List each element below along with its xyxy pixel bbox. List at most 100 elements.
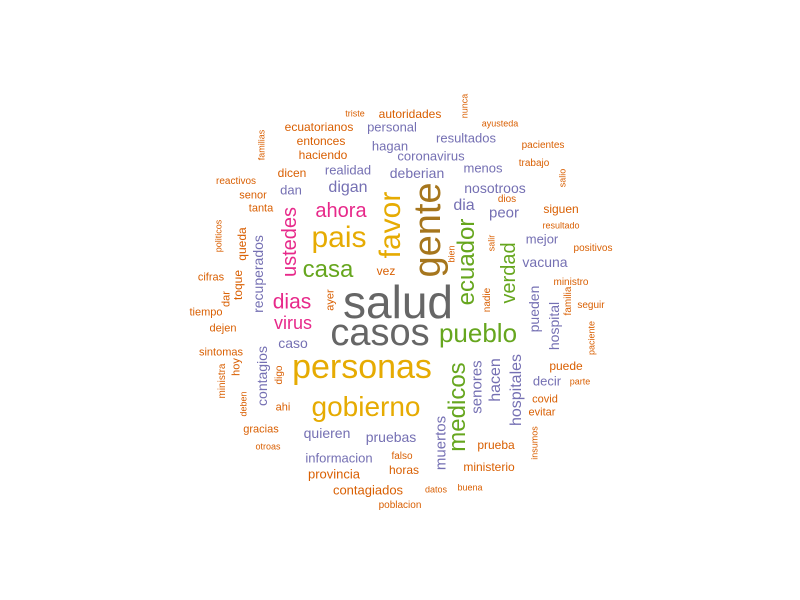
cloud-word-pueden: pueden: [526, 285, 542, 333]
cloud-word-hospital: hospital: [546, 301, 562, 351]
cloud-word-hacen: hacen: [487, 358, 504, 402]
cloud-word-nosotroos: nosotroos: [464, 180, 526, 196]
cloud-word-evitar: evitar: [528, 406, 556, 419]
cloud-word-reactivos: reactivos: [215, 176, 257, 187]
cloud-word-entonces: entonces: [296, 134, 346, 148]
cloud-word-salir: salir: [486, 234, 497, 252]
cloud-word-dicen: dicen: [277, 166, 307, 180]
cloud-word-haciendo: haciendo: [298, 148, 348, 162]
cloud-word-vacuna: vacuna: [522, 254, 568, 270]
cloud-word-personas: personas: [292, 348, 432, 386]
cloud-word-realidad: realidad: [324, 162, 372, 178]
cloud-word-decir: decir: [532, 373, 562, 389]
cloud-word-senores: senores: [468, 360, 486, 414]
cloud-word-seguir: seguir: [577, 300, 605, 311]
cloud-word-caso: caso: [278, 335, 308, 351]
cloud-word-dias: dias: [272, 290, 312, 314]
cloud-word-ayer: ayer: [324, 289, 337, 311]
cloud-word-pueblo: pueblo: [438, 318, 518, 348]
cloud-word-siguen: siguen: [543, 202, 579, 216]
cloud-word-positivos: positivos: [573, 243, 613, 254]
cloud-word-casos: casos: [330, 312, 430, 354]
cloud-word-hoy: hoy: [230, 358, 243, 376]
cloud-word-prueba: prueba: [477, 438, 515, 452]
cloud-word-familias: familias: [256, 129, 267, 161]
cloud-word-poblacion: poblacion: [378, 500, 422, 511]
cloud-word-autoridades: autoridades: [378, 107, 442, 121]
cloud-word-insumos: insumos: [529, 426, 540, 460]
cloud-word-bien: bien: [446, 245, 457, 263]
cloud-word-resultado: resultado: [542, 220, 580, 231]
cloud-word-salud: salud: [343, 276, 453, 328]
cloud-word-politicos: politicos: [213, 219, 224, 253]
cloud-word-paciente: paciente: [586, 320, 597, 356]
cloud-word-datos: datos: [424, 484, 448, 495]
cloud-word-virus: virus: [273, 313, 313, 333]
cloud-word-ecuatorianos: ecuatorianos: [284, 120, 354, 134]
cloud-word-pruebas: pruebas: [365, 429, 417, 445]
cloud-word-otroas: otroas: [255, 441, 281, 452]
cloud-word-hagan: hagan: [371, 138, 409, 154]
cloud-word-gracias: gracias: [243, 423, 279, 436]
cloud-word-falso: falso: [391, 451, 413, 462]
cloud-word-ahi: ahi: [275, 401, 291, 414]
cloud-word-trabajo: trabajo: [518, 158, 550, 169]
cloud-word-buena: buena: [457, 482, 483, 493]
cloud-word-hospitales: hospitales: [508, 353, 525, 427]
cloud-word-medicos: medicos: [444, 362, 471, 452]
cloud-word-contagiados: contagiados: [332, 482, 404, 498]
cloud-word-contagios: contagios: [254, 346, 270, 406]
cloud-word-tanta: tanta: [248, 202, 274, 215]
cloud-word-senor: senor: [239, 189, 267, 202]
cloud-word-sintomas: sintomas: [198, 346, 244, 359]
cloud-word-cifras: cifras: [197, 271, 225, 284]
cloud-word-pais: pais: [311, 221, 367, 254]
cloud-word-dar: dar: [220, 291, 233, 307]
cloud-word-peor: peor: [488, 204, 520, 222]
cloud-word-digan: digan: [328, 179, 368, 196]
cloud-word-recuperados: recuperados: [250, 235, 266, 313]
cloud-word-mejor: mejor: [525, 231, 559, 247]
cloud-word-vez: vez: [376, 264, 396, 278]
cloud-word-dejen: dejen: [209, 322, 237, 335]
cloud-word-nadie: nadie: [482, 287, 493, 313]
cloud-word-casa: casa: [302, 256, 354, 283]
cloud-word-ustedes: ustedes: [279, 206, 301, 278]
cloud-word-deberian: deberian: [389, 165, 445, 181]
cloud-word-deben: deben: [238, 391, 249, 417]
cloud-word-digo: digo: [274, 365, 285, 385]
cloud-word-quieren: quieren: [303, 425, 351, 441]
cloud-word-ayusteda: ayusteda: [481, 118, 519, 129]
cloud-word-pacientes: pacientes: [521, 140, 565, 151]
cloud-word-horas: horas: [388, 463, 420, 477]
cloud-word-ahora: ahora: [315, 200, 367, 222]
cloud-word-dan: dan: [280, 182, 302, 198]
cloud-word-ministerio: ministerio: [463, 460, 515, 474]
cloud-word-gobierno: gobierno: [311, 391, 421, 422]
cloud-word-provincia: provincia: [307, 466, 361, 482]
cloud-word-ministro: ministro: [553, 277, 589, 288]
cloud-word-personal: personal: [367, 119, 417, 135]
cloud-word-triste: triste: [345, 108, 365, 119]
cloud-word-dios: dios: [497, 194, 517, 205]
cloud-word-informacion: informacion: [305, 450, 373, 466]
cloud-word-muertos: muertos: [432, 415, 450, 471]
cloud-word-tiempo: tiempo: [189, 306, 223, 319]
cloud-word-ecuador: ecuador: [453, 218, 480, 306]
cloud-word-favor: favor: [374, 191, 407, 259]
cloud-word-gente: gente: [407, 182, 449, 278]
cloud-word-ministra: ministra: [217, 363, 228, 399]
cloud-word-resultados: resultados: [436, 130, 496, 146]
cloud-word-menos: menos: [463, 160, 503, 176]
cloud-word-salio: salio: [557, 168, 568, 188]
cloud-word-coronavirus: coronavirus: [397, 148, 465, 164]
cloud-word-dia: dia: [453, 197, 475, 214]
cloud-word-queda: queda: [235, 227, 249, 261]
cloud-word-familia: familia: [563, 286, 574, 316]
cloud-word-verdad: verdad: [498, 242, 520, 304]
cloud-word-covid: covid: [532, 393, 558, 406]
cloud-word-nunca: nunca: [459, 93, 470, 119]
cloud-word-toque: toque: [231, 269, 245, 301]
cloud-word-puede: puede: [549, 359, 583, 373]
